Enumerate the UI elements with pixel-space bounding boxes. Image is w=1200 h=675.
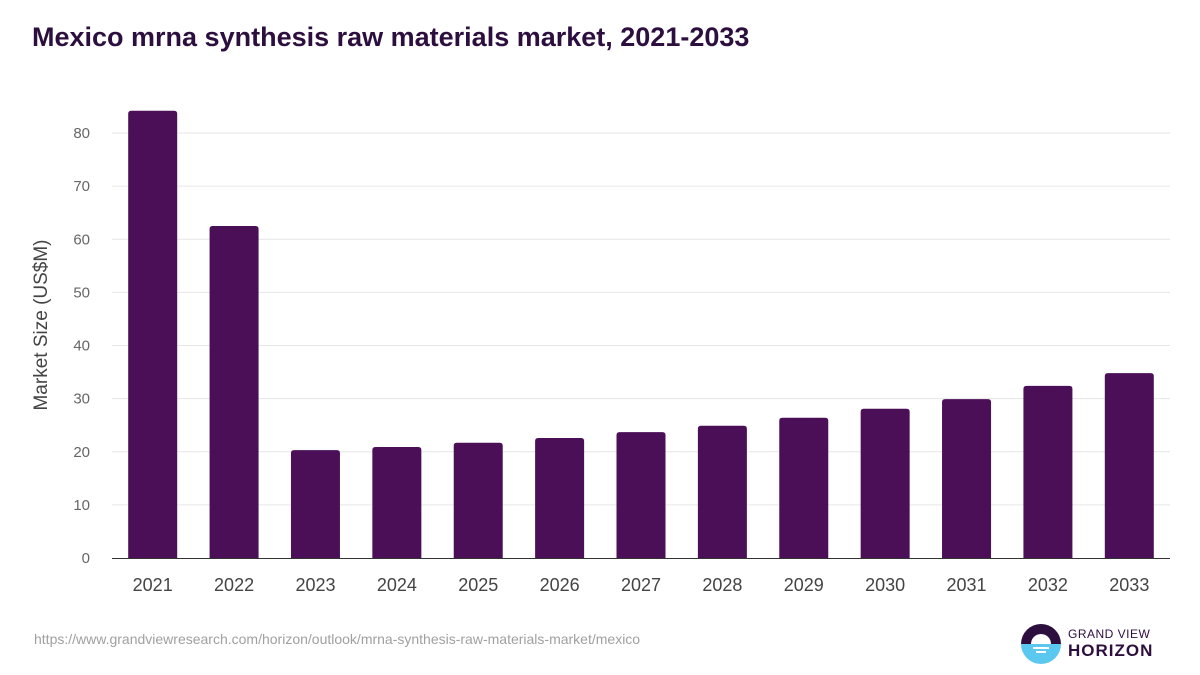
x-tick-label: 2033 — [1109, 575, 1149, 595]
y-tick-label: 50 — [73, 284, 90, 301]
bar-2030 — [860, 408, 910, 558]
y-tick-label: 30 — [73, 391, 90, 408]
x-tick-label: 2024 — [377, 575, 417, 595]
source-url: https://www.grandviewresearch.com/horizo… — [34, 631, 641, 647]
horizon-logo-icon — [1021, 624, 1061, 664]
x-tick-label: 2031 — [947, 575, 987, 595]
y-axis-label: Market Size (US$M) — [31, 239, 52, 410]
bar-2027 — [616, 432, 666, 558]
bar-2024 — [372, 446, 422, 558]
bar-2032 — [1023, 385, 1073, 558]
grand-view-horizon-logo: GRAND VIEW HORIZON — [1020, 623, 1160, 665]
bar-2033 — [1104, 373, 1154, 558]
x-tick-label: 2032 — [1028, 575, 1068, 595]
bar-2031 — [942, 399, 992, 558]
y-tick-label: 70 — [73, 178, 90, 195]
x-tick-label: 2023 — [295, 575, 335, 595]
x-tick-label: 2021 — [133, 575, 173, 595]
logo-text-grand-view: GRAND VIEW — [1068, 627, 1151, 641]
y-tick-label: 0 — [82, 550, 90, 567]
bar-2028 — [697, 425, 747, 558]
bar-2029 — [779, 417, 829, 558]
x-tick-label: 2027 — [621, 575, 661, 595]
x-tick-label: 2026 — [540, 575, 580, 595]
bar-2021 — [128, 110, 178, 558]
y-tick-label: 60 — [73, 231, 90, 248]
bar-2022 — [209, 225, 259, 558]
y-tick-label: 80 — [73, 125, 90, 142]
x-tick-label: 2028 — [702, 575, 742, 595]
chart-title: Mexico mrna synthesis raw materials mark… — [32, 22, 750, 52]
y-tick-label: 10 — [73, 497, 90, 514]
x-tick-label: 2022 — [214, 575, 254, 595]
bar-2023 — [290, 450, 340, 558]
x-tick-label: 2029 — [784, 575, 824, 595]
x-tick-label: 2025 — [458, 575, 498, 595]
y-tick-label: 20 — [73, 444, 90, 461]
bar-2026 — [535, 437, 585, 558]
x-tick-label: 2030 — [865, 575, 905, 595]
bar-2025 — [453, 442, 503, 558]
logo-text-horizon: HORIZON — [1068, 641, 1154, 660]
y-tick-label: 40 — [73, 338, 90, 355]
